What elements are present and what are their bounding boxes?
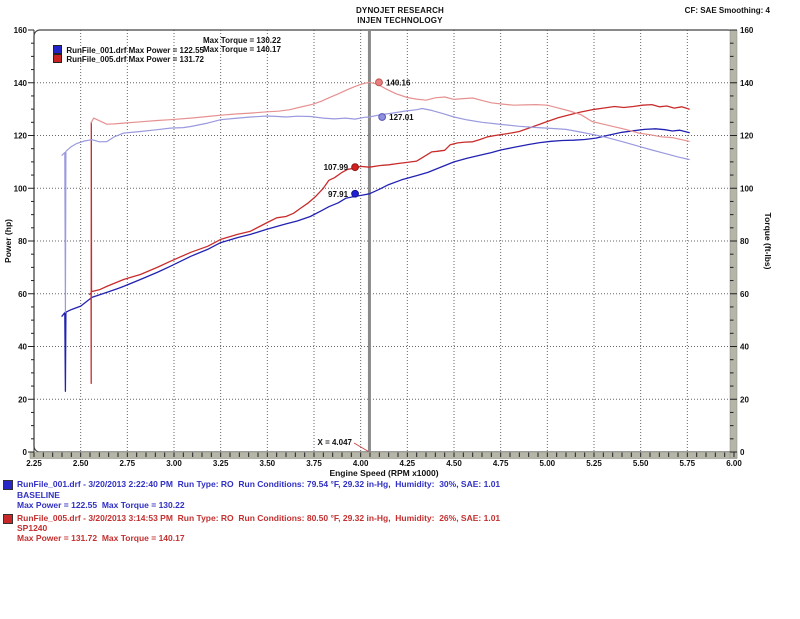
y-left-tick-label: 40: [18, 343, 27, 352]
y-right-tick-label: 20: [740, 395, 749, 404]
legend-run001-power: RunFile_001.drf Max Power = 122.55: [66, 46, 204, 55]
run001-color-swatch: [53, 45, 63, 54]
run001-name-label: BASELINE: [17, 490, 60, 500]
annotation-layer: 140.16 127.01 107.99 97.91: [324, 78, 415, 198]
run005-info-line: RunFile_005.drf - 3/20/2013 3:14:53 PM R…: [17, 513, 501, 523]
cursor-value-dot: [378, 113, 387, 121]
curve-power-run001: [61, 128, 690, 392]
x-tick-label: 3.25: [213, 459, 229, 468]
x-tick-label: 2.75: [120, 459, 136, 468]
y-right-tick-label: 40: [740, 343, 749, 352]
run005-max-values: Max Power = 131.72 Max Torque = 140.17: [17, 533, 185, 543]
x-tick-label: 4.00: [353, 459, 369, 468]
legend-run001-torque: Max Torque = 130.22: [203, 36, 281, 45]
x-tick-label: 3.00: [166, 459, 182, 468]
y-right-tick-label: 100: [740, 184, 754, 193]
y-left-tick-label: 140: [14, 79, 28, 88]
cursor-value-dot: [375, 78, 383, 87]
y-right-tick-label: 0: [740, 448, 745, 457]
run005-color-swatch: [53, 54, 63, 63]
y-right-tick-label: 160: [740, 26, 754, 35]
run001-info-line: RunFile_001.drf - 3/20/2013 2:22:40 PM R…: [17, 479, 501, 489]
legend-run005-torque: Max Torque = 140.17: [203, 45, 281, 54]
y-left-tick-label: 100: [14, 184, 28, 193]
y-axis-right-title: Torque (ft-lbs): [763, 213, 773, 270]
x-tick-label: 4.25: [400, 459, 416, 468]
y-left-tick-label: 60: [18, 290, 27, 299]
curves-layer: [61, 81, 690, 392]
x-tick-label: 3.75: [306, 459, 322, 468]
run005-footer-swatch: [3, 514, 13, 524]
run001-footer-swatch: [3, 480, 13, 490]
cursor-value-label: X = 4.047: [318, 438, 353, 447]
x-axis-title: Engine Speed (RPM x1000): [329, 468, 438, 478]
axes-layer: 2.25 2.50 2.75 3.00 3.25 3.50 3.75 4.00 4.25 4.50…: [14, 26, 754, 468]
cursor-value-dot: [351, 189, 359, 198]
curve-value-label: 140.16: [386, 78, 411, 87]
legend-run005-power: RunFile_005.drf Max Power = 131.72: [66, 55, 204, 64]
correction-smoothing-label: CF: SAE Smoothing: 4: [684, 6, 770, 15]
curve-value-label: 127.01: [389, 113, 414, 122]
curve-power-run005: [88, 103, 690, 385]
x-tick-label: 3.50: [260, 459, 276, 468]
y-left-tick-label: 0: [23, 448, 28, 457]
company-title: INJEN TECHNOLOGY: [357, 16, 443, 25]
x-tick-label: 5.00: [540, 459, 556, 468]
cursor-pointer-line: [353, 442, 369, 452]
y-right-tick-label: 120: [740, 132, 754, 141]
x-tick-label: 2.25: [26, 459, 42, 468]
x-tick-label: 4.50: [446, 459, 462, 468]
cursor-value-dot: [351, 163, 359, 172]
x-tick-label: 5.75: [680, 459, 696, 468]
y-left-tick-label: 80: [18, 237, 27, 246]
dyno-plot: 2.25 2.50 2.75 3.00 3.25 3.50 3.75 4.00 4.25 4.50…: [3, 26, 773, 478]
y-right-tick-label: 80: [740, 237, 749, 246]
x-tick-label: 4.75: [493, 459, 509, 468]
y-left-tick-label: 20: [18, 395, 27, 404]
x-tick-label: 5.25: [586, 459, 602, 468]
x-tick-label: 5.50: [633, 459, 649, 468]
y-axis-left-title: Power (hp): [3, 219, 13, 263]
x-tick-label: 6.00: [726, 459, 742, 468]
y-axis-right-bar: [729, 29, 738, 459]
legend-row-run001: RunFile_001.drf Max Power = 122.55 Max T…: [40, 36, 281, 55]
curve-value-label: 107.99: [324, 163, 349, 172]
legend: RunFile_001.drf Max Power = 122.55 Max T…: [40, 36, 281, 64]
y-right-tick-label: 140: [740, 79, 754, 88]
y-left-tick-label: 160: [14, 26, 28, 35]
grid-layer: [34, 30, 734, 452]
curve-torque-run005: [90, 81, 690, 142]
y-right-tick-label: 60: [740, 290, 749, 299]
y-left-tick-label: 120: [14, 132, 28, 141]
curve-torque-run001: [61, 107, 690, 313]
run001-max-values: Max Power = 122.55 Max Torque = 130.22: [17, 500, 185, 510]
x-tick-label: 2.50: [73, 459, 89, 468]
app-title: DYNOJET RESEARCH: [355, 6, 445, 15]
curve-value-label: 97.91: [328, 190, 349, 199]
run005-name-label: SP1240: [17, 523, 48, 533]
cursor-layer[interactable]: [353, 30, 371, 452]
legend-row-run005: RunFile_005.drf Max Power = 131.72 Max T…: [40, 45, 281, 64]
